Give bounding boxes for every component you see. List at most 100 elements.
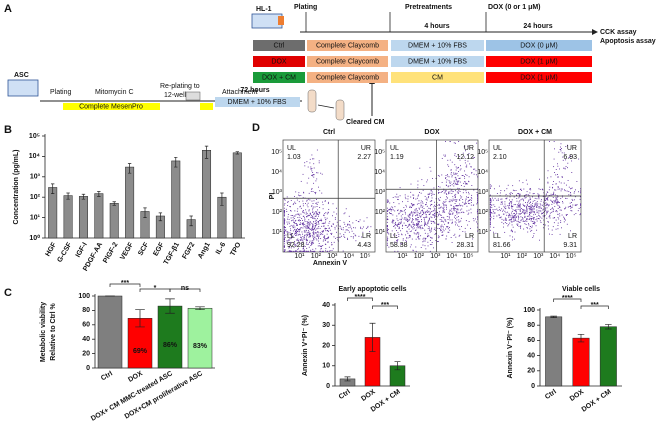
event-dot <box>463 203 465 205</box>
event-dot <box>468 212 470 214</box>
event-dot <box>556 201 558 203</box>
event-dot <box>552 217 554 219</box>
event-dot <box>401 228 403 230</box>
event-dot <box>540 204 542 206</box>
event-dot <box>426 205 428 207</box>
event-dot <box>306 242 308 244</box>
event-dot <box>546 199 548 201</box>
event-dot <box>468 180 470 182</box>
event-dot <box>543 205 545 207</box>
event-dot <box>336 213 338 215</box>
event-dot <box>443 204 444 206</box>
event-dot <box>414 229 416 231</box>
event-dot <box>312 229 314 230</box>
event-dot <box>423 208 425 209</box>
event-dot <box>410 212 412 214</box>
event-dot <box>348 224 350 226</box>
event-dot <box>516 220 518 222</box>
event-dot <box>453 209 455 211</box>
event-dot <box>428 214 430 216</box>
event-dot <box>450 172 452 174</box>
event-dot <box>422 189 424 191</box>
event-dot <box>304 218 306 220</box>
event-dot <box>302 235 304 237</box>
event-dot <box>306 232 308 234</box>
event-dot <box>283 234 285 236</box>
event-dot <box>310 234 312 236</box>
event-dot <box>400 243 402 245</box>
event-dot <box>446 174 448 176</box>
event-dot <box>551 203 553 205</box>
event-dot <box>533 235 535 237</box>
event-dot <box>441 225 443 227</box>
event-dot <box>565 159 567 161</box>
event-dot <box>511 229 512 231</box>
event-dot <box>515 214 517 216</box>
event-dot <box>464 177 466 179</box>
event-dot <box>445 219 447 221</box>
y-tick-label: 10⁵ <box>271 149 282 156</box>
value-label: 69% <box>133 348 148 355</box>
event-dot <box>412 228 414 230</box>
event-dot <box>525 206 527 208</box>
quadrant-name: UL <box>493 145 502 152</box>
event-dot <box>517 216 519 218</box>
event-dot <box>530 204 532 206</box>
event-dot <box>445 205 447 207</box>
event-dot <box>308 215 310 217</box>
event-dot <box>565 165 567 167</box>
event-dot <box>301 250 303 252</box>
condition-label: Complete Claycomb <box>316 43 379 50</box>
event-dot <box>441 157 443 159</box>
event-dot <box>350 236 352 238</box>
condition-label: DOX (0 μM) <box>520 43 557 50</box>
event-dot <box>439 199 441 201</box>
event-dot <box>318 215 319 217</box>
event-dot <box>297 234 299 236</box>
quadrant-name: LR <box>568 233 577 240</box>
event-dot <box>400 209 402 211</box>
event-dot <box>557 202 559 203</box>
event-dot <box>531 229 533 231</box>
event-dot <box>451 242 453 243</box>
event-dot <box>520 208 522 209</box>
quadrant-value: 12.12 <box>456 154 474 161</box>
event-dot <box>309 236 311 238</box>
event-dot <box>574 196 576 198</box>
event-dot <box>405 239 407 241</box>
event-dot <box>319 220 320 222</box>
event-dot <box>576 181 578 182</box>
event-dot <box>316 239 318 241</box>
event-dot <box>489 210 491 212</box>
event-dot <box>417 195 419 197</box>
event-dot <box>548 216 550 218</box>
event-dot <box>545 193 547 195</box>
event-dot <box>512 209 514 211</box>
event-dot <box>416 233 418 235</box>
event-dot <box>322 233 324 235</box>
event-dot <box>305 239 307 241</box>
event-dot <box>309 224 311 226</box>
event-dot <box>322 240 324 242</box>
event-dot <box>440 206 442 208</box>
event-dot <box>358 221 360 223</box>
event-dot <box>287 232 289 233</box>
y-axis-label: Metabolic viability <box>40 302 47 362</box>
event-dot <box>535 225 537 227</box>
event-dot <box>401 210 403 212</box>
event-dot <box>297 228 298 229</box>
event-dot <box>464 181 466 183</box>
event-dot <box>447 175 449 177</box>
event-dot <box>295 214 297 216</box>
event-dot <box>554 194 556 196</box>
event-dot <box>391 230 393 232</box>
event-dot <box>449 226 450 228</box>
event-dot <box>455 180 457 182</box>
event-dot <box>473 204 475 206</box>
event-dot <box>498 214 500 216</box>
event-dot <box>296 240 298 241</box>
event-dot <box>499 195 501 197</box>
event-dot <box>533 206 535 208</box>
condition-label: DMEM + 10% FBS <box>408 59 467 66</box>
